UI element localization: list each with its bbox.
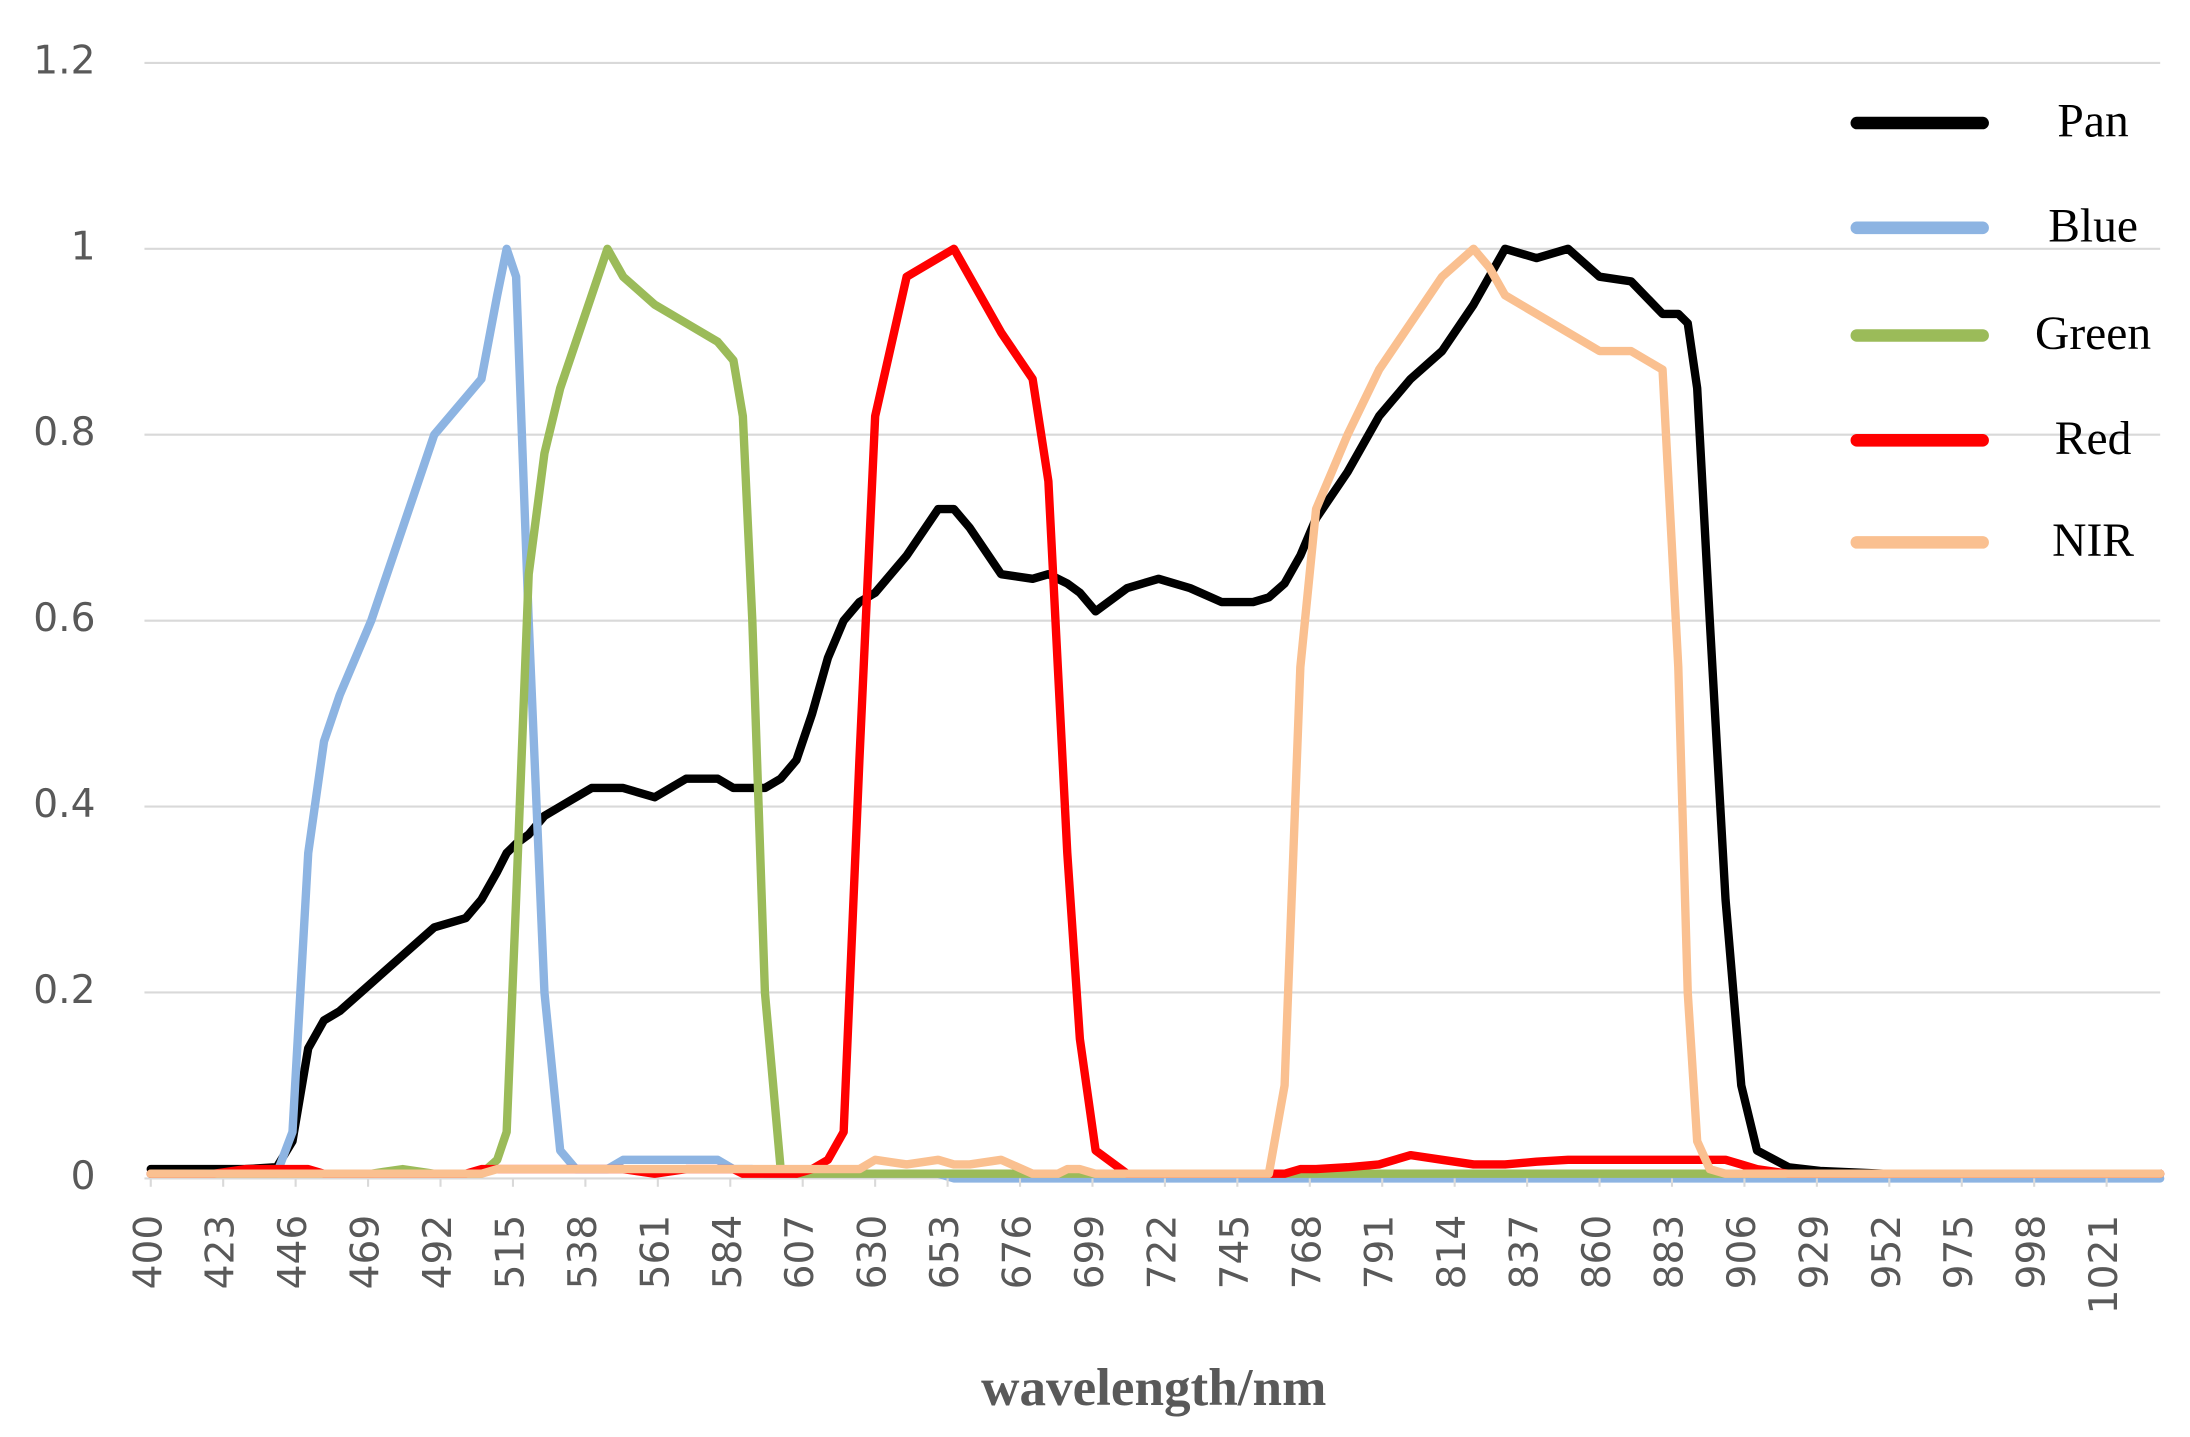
series-line — [146, 244, 2165, 1183]
x-tick-label: 952 — [1865, 1215, 1910, 1290]
x-tick-label: 860 — [1575, 1215, 1620, 1290]
y-tick-label: 0 — [71, 1154, 96, 1199]
x-tick-label: 883 — [1647, 1215, 1692, 1290]
x-tick-label: 722 — [1140, 1215, 1185, 1290]
legend-label: Red — [2055, 413, 2132, 465]
legend-label: Pan — [2057, 96, 2129, 148]
x-tick-label: 492 — [416, 1215, 461, 1290]
x-tick-label: 584 — [706, 1215, 751, 1290]
legend-label: NIR — [2052, 515, 2134, 567]
legend-label: Blue — [2048, 201, 2138, 253]
x-tick-label: 653 — [923, 1215, 968, 1290]
x-tick-label: 561 — [633, 1215, 678, 1290]
x-tick-label: 998 — [2010, 1215, 2055, 1290]
x-tick-label: 469 — [344, 1215, 389, 1290]
x-tick-label: 814 — [1430, 1215, 1475, 1290]
x-tick-label: 607 — [778, 1215, 823, 1290]
x-tick-label: 446 — [271, 1215, 316, 1290]
x-tick-label: 630 — [851, 1215, 896, 1290]
x-tick-label: 538 — [561, 1215, 606, 1290]
x-tick-label: 676 — [996, 1215, 1041, 1290]
x-tick-label: 768 — [1285, 1215, 1330, 1290]
lines — [146, 244, 2165, 1183]
legend: Pan Blue Green Red NIR — [1850, 96, 2151, 567]
x-tick-label: 423 — [199, 1215, 244, 1290]
series-line — [146, 244, 2165, 1178]
legend-label: Green — [2035, 308, 2151, 360]
series-line — [146, 244, 2045, 1178]
x-tick-label: 837 — [1503, 1215, 1548, 1290]
x-tick-label: 791 — [1358, 1215, 1403, 1290]
y-tick-label: 1.2 — [33, 38, 95, 83]
x-tick-label: 745 — [1213, 1215, 1258, 1290]
x-axis-title: wavelength/nm — [981, 1359, 1326, 1417]
y-tick-label: 0.6 — [33, 596, 95, 641]
grid — [144, 61, 2161, 1180]
y-tick-label: 1 — [71, 224, 96, 269]
y-tick-label: 0.4 — [33, 782, 95, 827]
x-tick-label: 1021 — [2082, 1215, 2127, 1315]
x-tick-label: 975 — [1937, 1215, 1982, 1290]
x-tick-label: 699 — [1068, 1215, 1113, 1290]
x-tick-label: 515 — [488, 1215, 533, 1290]
x-tick-label: 400 — [126, 1215, 171, 1290]
y-tick-label: 0.8 — [33, 410, 95, 455]
ticks: 0 0.2 0.4 0.6 0.8 1 1.2 400 423 446 469 492 515 538 56… — [33, 38, 2127, 1314]
y-tick-label: 0.2 — [33, 968, 95, 1013]
x-tick-label: 906 — [1720, 1215, 1765, 1290]
x-tick-label: 929 — [1792, 1215, 1837, 1290]
series-line — [146, 244, 2165, 1178]
